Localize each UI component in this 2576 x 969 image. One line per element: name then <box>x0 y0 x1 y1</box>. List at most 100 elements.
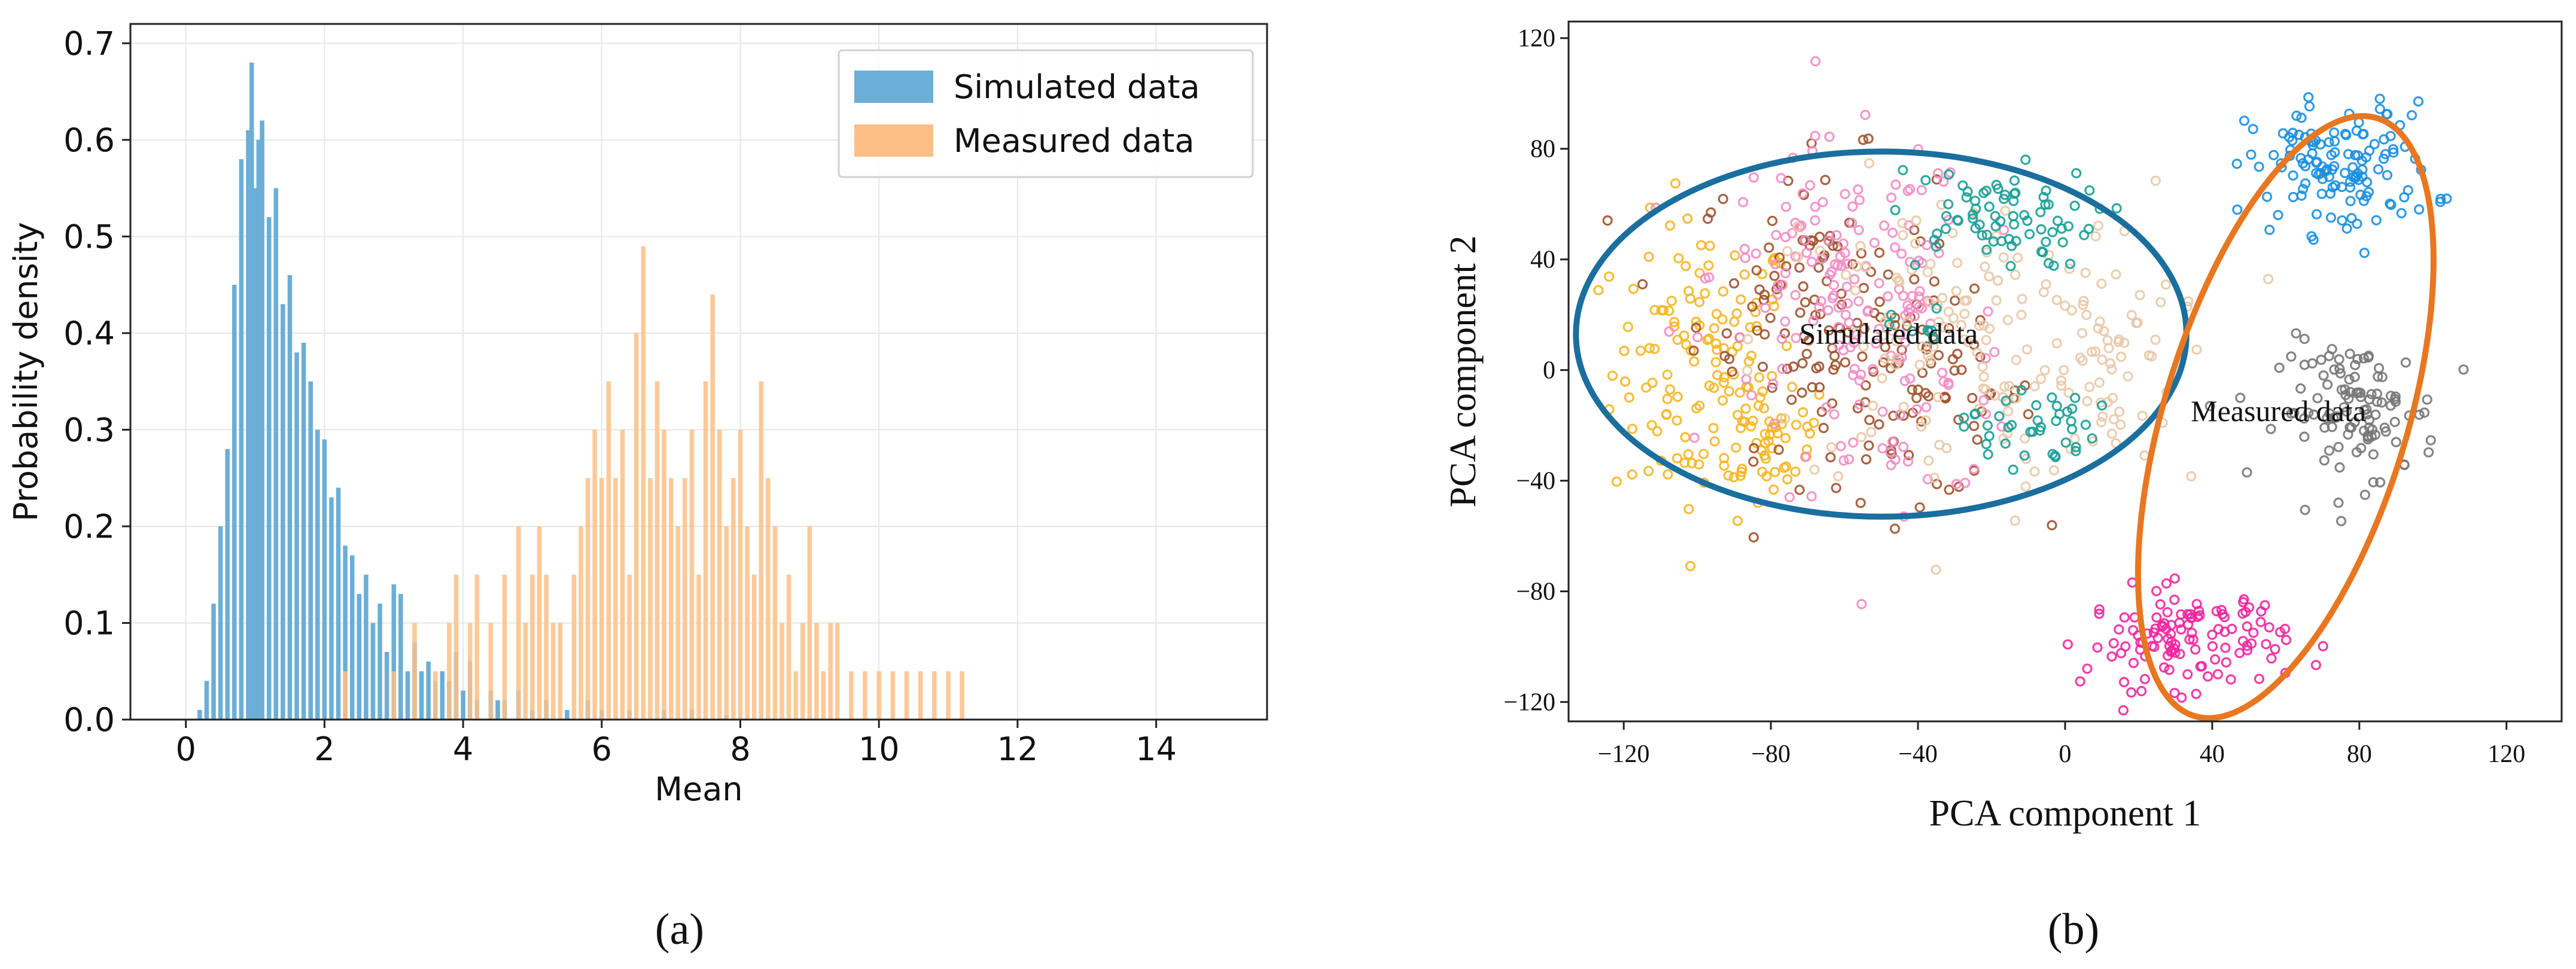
scatter-point <box>2106 651 2117 662</box>
scatter-point <box>1962 186 1973 197</box>
scatter-point <box>1700 273 1711 284</box>
scatter-point <box>2306 231 2317 242</box>
bar-measured <box>751 574 757 720</box>
scatter-point <box>1922 240 1932 251</box>
scatter-point <box>1914 359 1925 370</box>
scatter-point <box>2336 385 2347 395</box>
x-tick-label: 0 <box>176 730 196 768</box>
scatter-point <box>2374 103 2385 114</box>
scatter-point <box>1664 326 1674 337</box>
scatter-point <box>2389 416 2400 428</box>
scatter-point <box>1841 281 1852 292</box>
scatter-point <box>1981 334 1992 346</box>
scatter-point <box>1804 428 1815 439</box>
scatter-point <box>1864 158 1875 169</box>
scatter-point <box>2093 323 2103 334</box>
scatter-point <box>1984 271 1995 282</box>
scatter-point <box>2379 134 2389 145</box>
scatter-point <box>1643 465 1654 476</box>
scatter-point <box>1874 296 1885 307</box>
scatter-point <box>1620 376 1631 387</box>
y-tick-label: 40 <box>1530 246 1555 274</box>
bar-measured <box>918 671 923 720</box>
scatter-point <box>1905 373 1916 384</box>
scatter-point <box>1691 322 1701 333</box>
scatter-point <box>1728 472 1739 483</box>
scatter-point <box>1689 432 1700 443</box>
scatter-point <box>1853 296 1864 307</box>
scatter-point <box>1896 352 1907 362</box>
bar-measured <box>696 574 701 720</box>
scatter-point <box>1910 238 1921 249</box>
scatter-point <box>2111 203 2122 214</box>
scatter-point <box>2364 422 2374 433</box>
bar-measured <box>648 478 653 720</box>
scatter-point <box>1886 459 1896 471</box>
scatter-point <box>2414 409 2425 420</box>
bar-measured <box>467 623 473 720</box>
scatter-point <box>2082 663 2093 674</box>
scatter-point <box>2094 608 2105 619</box>
scatter-point <box>2231 159 2242 169</box>
scatter-point <box>1902 456 1914 467</box>
scatter-point <box>2075 352 2086 363</box>
scatter-point <box>2264 622 2274 633</box>
scatter-point <box>1805 180 1816 191</box>
scatter-point <box>1909 224 1920 236</box>
scatter-point <box>2318 370 2329 381</box>
scatter-point <box>2254 162 2264 172</box>
scatter-point <box>2216 605 2227 615</box>
scatter-point <box>1788 361 1799 372</box>
scatter-point <box>1835 441 1846 452</box>
scatter-point <box>2056 223 2067 234</box>
scatter-point <box>2341 130 2352 141</box>
bar-measured <box>343 671 348 720</box>
scatter-point <box>1718 194 1728 205</box>
scatter-point <box>1765 312 1776 324</box>
bar-measured <box>550 623 556 720</box>
scatter-point <box>2295 153 2306 163</box>
scatter-point <box>1806 491 1817 502</box>
bar-measured <box>571 574 577 720</box>
scatter-point <box>1969 339 1980 350</box>
scatter-point <box>2066 305 2077 316</box>
scatter-point <box>1680 261 1691 272</box>
scatter-point <box>1856 248 1867 259</box>
scatter-point <box>2295 383 2306 394</box>
scatter-point <box>1735 422 1746 434</box>
scatter-point <box>1914 502 1925 513</box>
scatter-point <box>2114 624 2124 635</box>
bar-measured <box>558 623 563 720</box>
bar-measured <box>516 526 521 720</box>
scatter-point <box>2029 466 2040 477</box>
bar-measured <box>807 526 812 720</box>
bar-measured <box>668 478 674 720</box>
scatter-point <box>1694 459 1704 470</box>
scatter-point <box>1969 420 1980 431</box>
scatter-point <box>2150 334 2161 345</box>
scatter-point <box>1686 458 1697 468</box>
scatter-point <box>2078 295 2089 306</box>
scatter-point <box>1895 409 1905 420</box>
bar-simulated <box>329 497 334 720</box>
scatter-point <box>1602 215 1613 226</box>
scatter-point <box>2000 205 2011 216</box>
y-tick-label: −40 <box>1516 468 1555 495</box>
scatter-point <box>1969 283 1980 294</box>
scatter-point <box>1669 316 1680 327</box>
scatter-point <box>1838 455 1849 466</box>
x-tick-label: 4 <box>453 730 473 768</box>
scatter-point <box>2039 365 2050 376</box>
scatter-point <box>2220 642 2231 653</box>
scatter-point <box>2368 477 2379 487</box>
scatter-point <box>1769 270 1780 281</box>
scatter-point <box>2204 401 2215 412</box>
scatter-point <box>1731 308 1742 319</box>
bar-simulated <box>343 546 348 720</box>
bar-simulated <box>426 662 431 720</box>
scatter-point <box>1932 228 1942 239</box>
scatter-point <box>1806 257 1817 267</box>
scatter-point <box>1977 230 1987 241</box>
scatter-point <box>1748 172 1759 183</box>
bar-simulated <box>249 62 254 720</box>
